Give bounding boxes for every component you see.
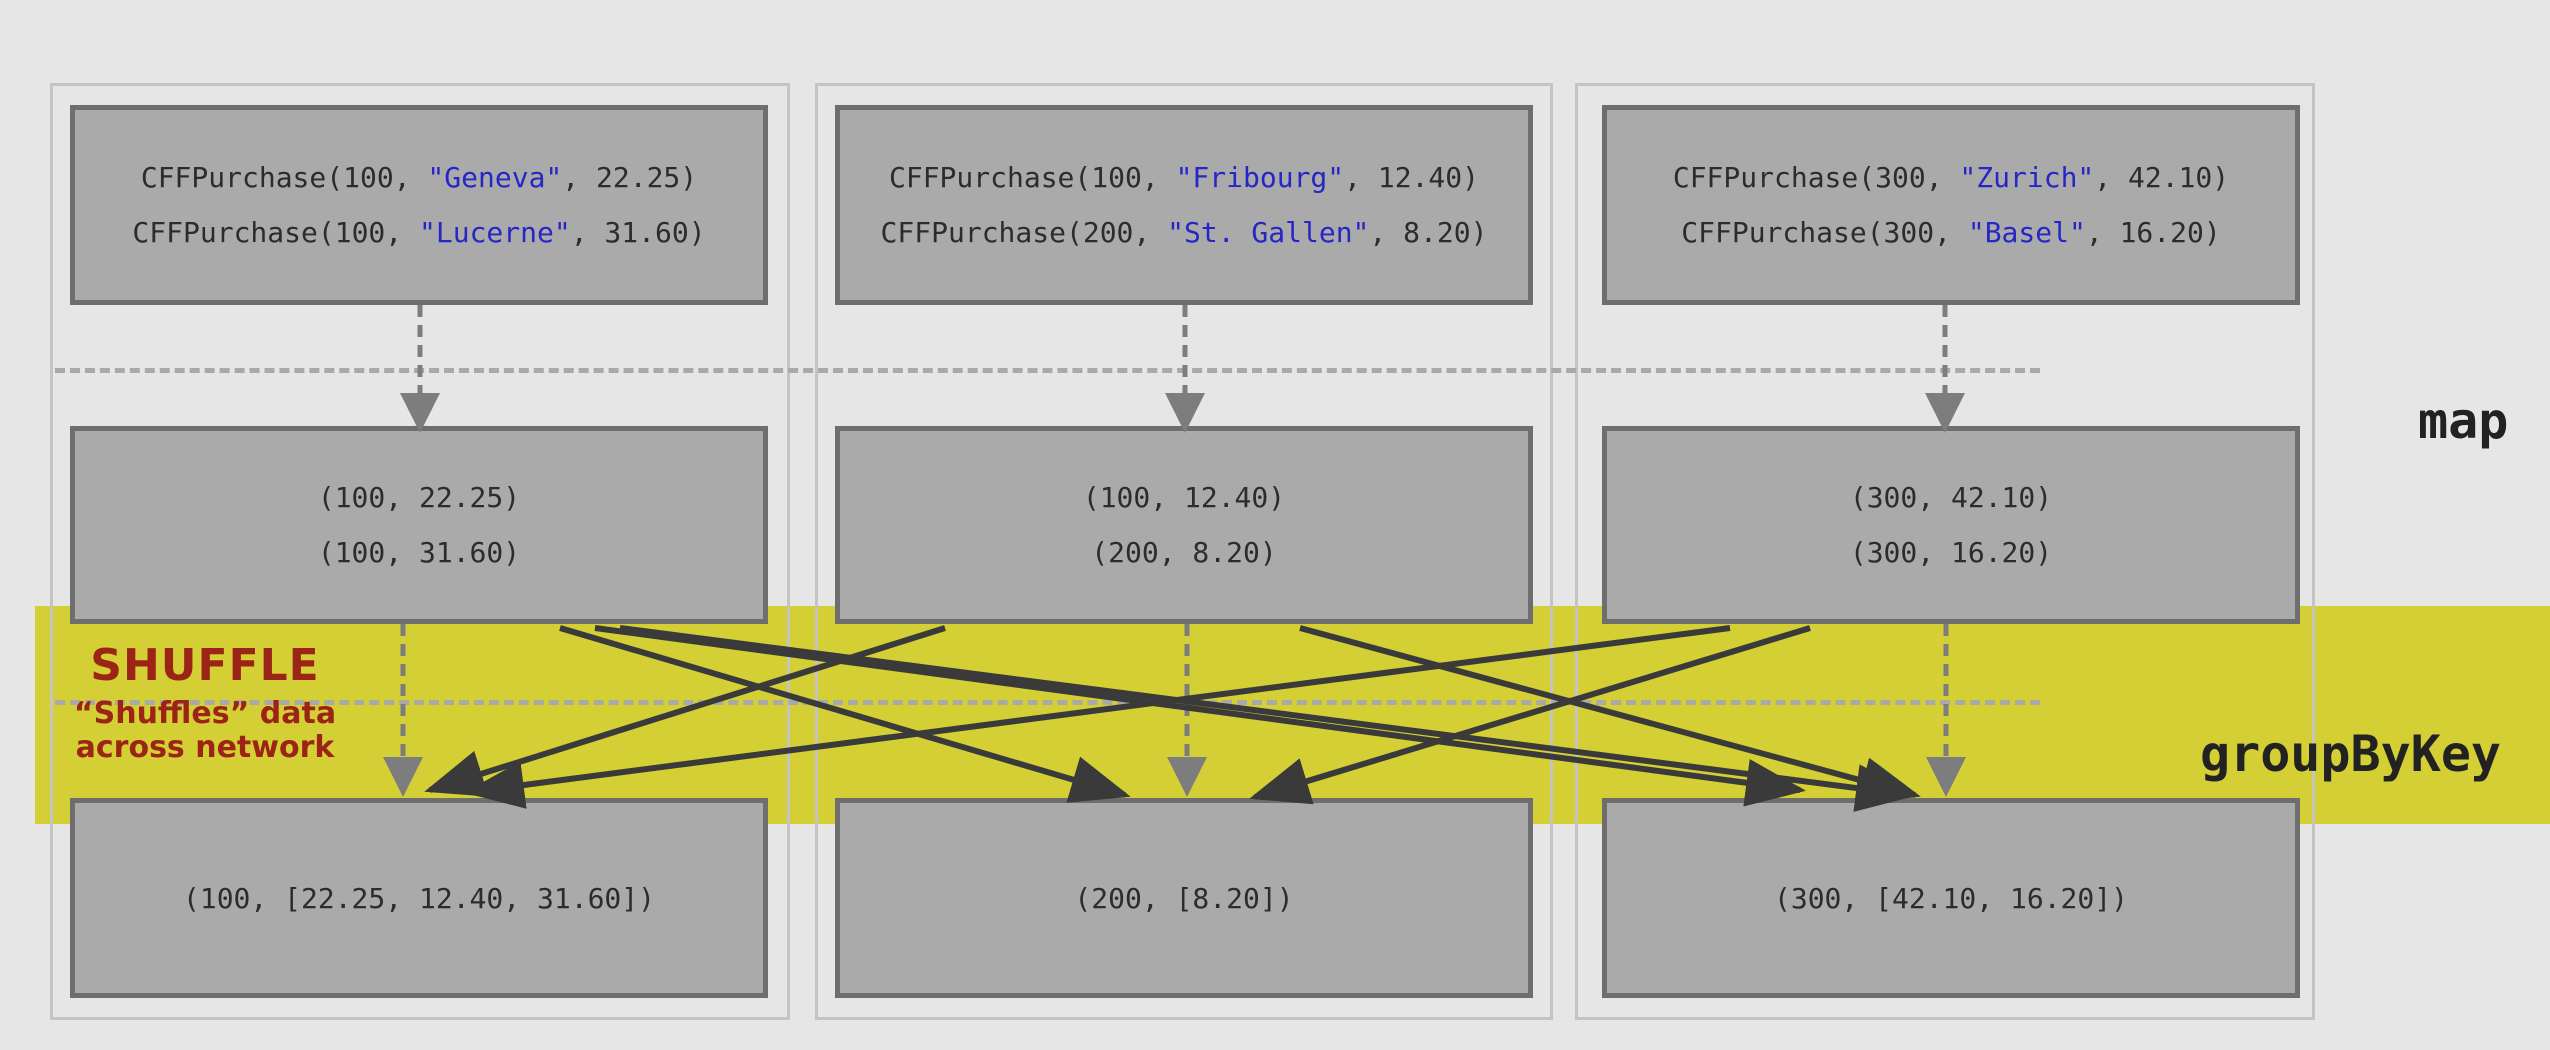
partition-frame-2 — [815, 83, 1553, 1020]
mapped-box-1: (100, 22.25) (100, 31.60) — [70, 426, 768, 624]
purchase-record: CFFPurchase(100, "Geneva", 22.25) — [140, 161, 698, 194]
shuffle-arrow — [559, 625, 1131, 803]
grouped-pair: (100, [22.25, 12.40, 31.60]) — [182, 881, 655, 915]
purchase-record: CFFPurchase(200, "St. Gallen", 8.20) — [880, 216, 1488, 249]
shuffle-description-line-2: across network — [75, 730, 335, 765]
groupbykey-stage-label: groupByKey — [2200, 725, 2502, 783]
key-value-pair: (300, 16.20) — [1849, 536, 2053, 569]
key-value-pair: (100, 12.40) — [1082, 481, 1286, 514]
grouped-box-1: (100, [22.25, 12.40, 31.60]) — [70, 798, 768, 998]
key-value-pair: (200, 8.20) — [1091, 536, 1277, 569]
groupbykey-stage-divider — [55, 700, 2040, 705]
input-box-1: CFFPurchase(100, "Geneva", 22.25) CFFPur… — [70, 105, 768, 305]
key-value-pair: (100, 22.25) — [317, 481, 521, 514]
grouped-pair: (300, [42.10, 16.20]) — [1773, 881, 2128, 915]
shuffle-arrow — [619, 625, 1916, 812]
grouped-pair: (200, [8.20]) — [1074, 881, 1294, 915]
input-box-3: CFFPurchase(300, "Zurich", 42.10) CFFPur… — [1602, 105, 2300, 305]
grouped-box-2: (200, [8.20]) — [835, 798, 1533, 998]
input-box-2: CFFPurchase(100, "Fribourg", 12.40) CFFP… — [835, 105, 1533, 305]
purchase-record: CFFPurchase(300, "Zurich", 42.10) — [1672, 161, 2230, 194]
mapped-box-2: (100, 12.40) (200, 8.20) — [835, 426, 1533, 624]
purchase-record: CFFPurchase(100, "Lucerne", 31.60) — [132, 216, 706, 249]
map-stage-label: map — [2418, 392, 2509, 450]
key-value-pair: (300, 42.10) — [1849, 481, 2053, 514]
partition-frame-1 — [50, 83, 790, 1020]
key-value-pair: (100, 31.60) — [317, 536, 521, 569]
shuffle-arrow — [1249, 625, 1811, 805]
shuffle-arrow — [594, 625, 1806, 807]
grouped-box-3: (300, [42.10, 16.20]) — [1602, 798, 2300, 998]
map-stage-divider — [55, 368, 2040, 373]
purchase-record: CFFPurchase(100, "Fribourg", 12.40) — [888, 161, 1479, 194]
partition-frame-3 — [1575, 83, 2315, 1020]
purchase-record: CFFPurchase(300, "Basel", 16.20) — [1681, 216, 2221, 249]
shuffle-arrow — [1299, 625, 1921, 805]
shuffle-title: SHUFFLE — [90, 640, 320, 691]
shuffle-arrow — [464, 625, 1731, 809]
shuffle-description-line-1: “Shuffles” data — [73, 696, 337, 731]
